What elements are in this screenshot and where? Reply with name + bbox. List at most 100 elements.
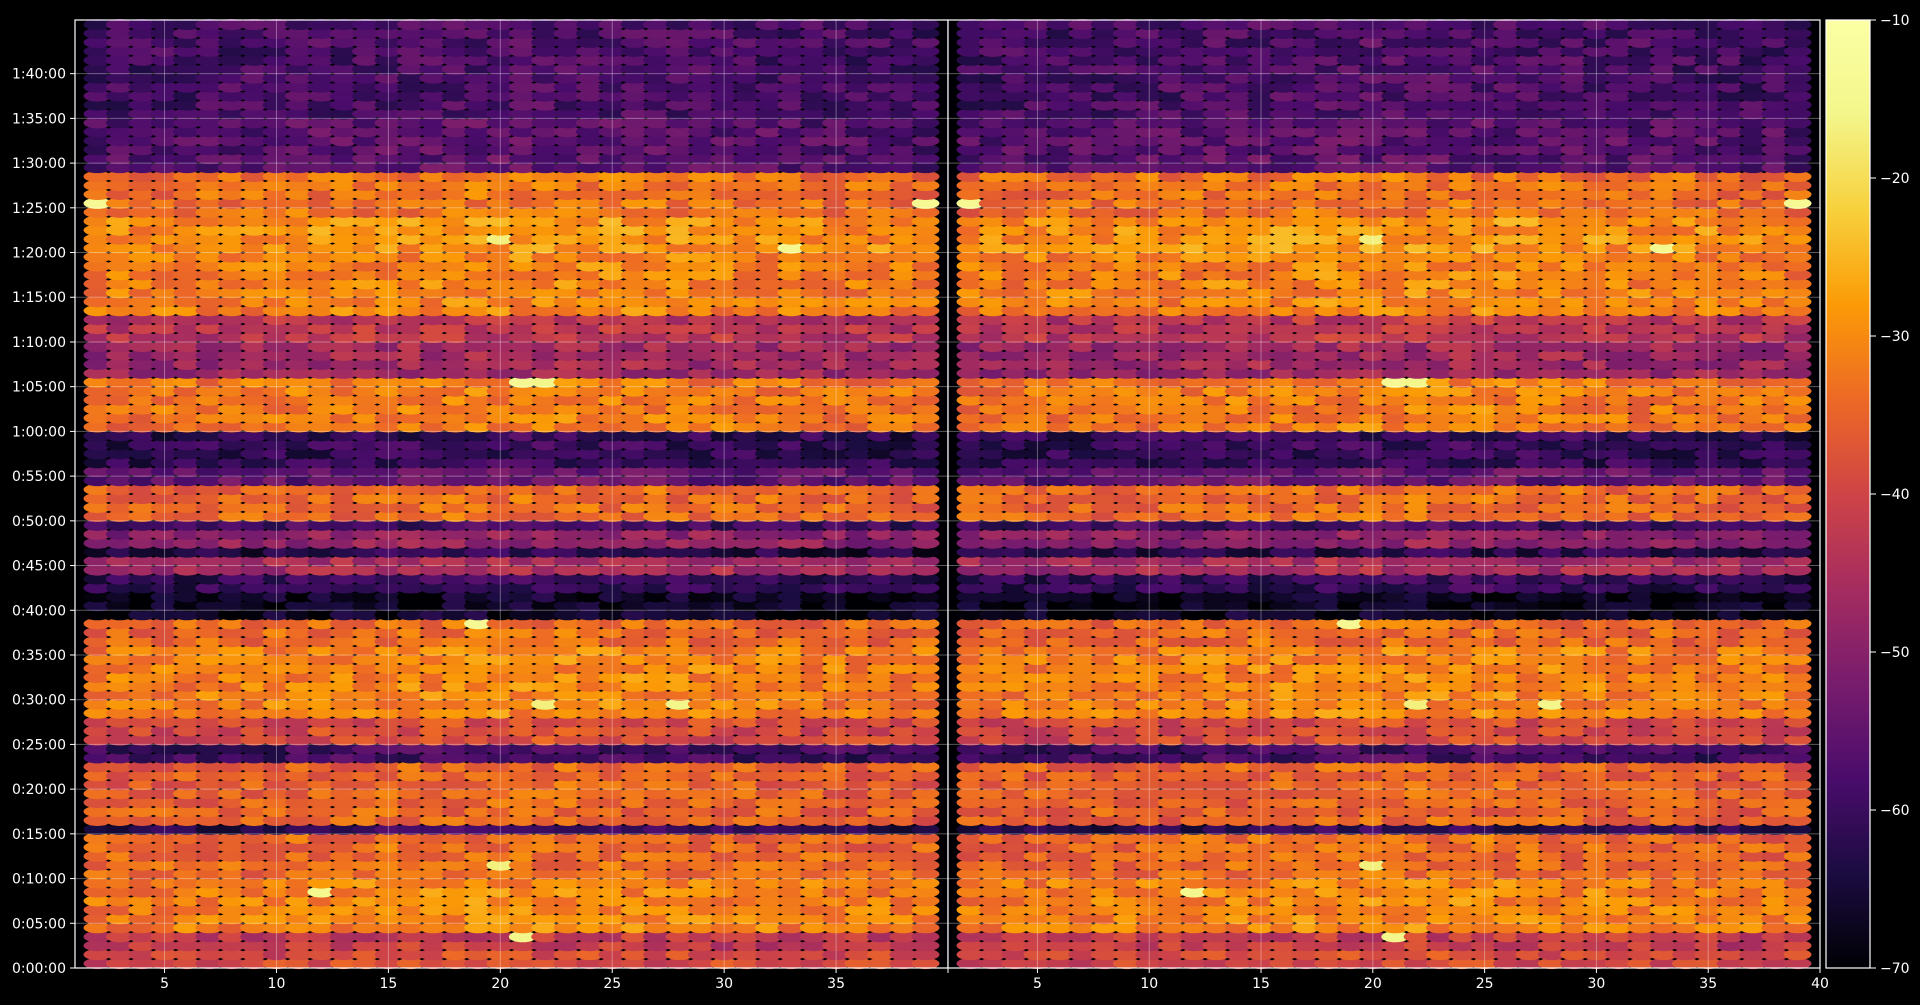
heatmap-cell: [665, 904, 694, 916]
heatmap-cell: [665, 770, 694, 782]
heatmap-cell: [396, 823, 425, 835]
heatmap-cell: [710, 931, 739, 943]
heatmap-cell: [441, 788, 470, 800]
heatmap-cell: [128, 752, 157, 764]
heatmap-cell: [620, 850, 649, 862]
heatmap-cell: [307, 761, 336, 773]
heatmap-cell: [396, 949, 425, 961]
heatmap-cell: [329, 913, 358, 925]
heatmap-cell: [889, 805, 918, 818]
heatmap-cell: [441, 823, 470, 835]
heatmap-cell: [240, 895, 268, 907]
heatmap-cell: [83, 868, 112, 880]
heatmap-cell: [83, 931, 112, 943]
heatmap-cell: [419, 957, 448, 970]
heatmap-cell: [575, 841, 604, 853]
heatmap-cell: [419, 877, 448, 889]
heatmap-cell: [105, 957, 134, 970]
heatmap-cell: [396, 868, 425, 880]
heatmap-cell: [687, 823, 716, 835]
heatmap-cell: [665, 886, 694, 898]
heatmap-cell: [508, 761, 537, 773]
heatmap-cell: [687, 868, 716, 880]
heatmap-cell: [150, 850, 179, 862]
heatmap-cell: [911, 922, 940, 934]
heatmap-cell: [486, 841, 515, 853]
heatmap-cell: [620, 886, 649, 898]
heatmap-cell: [105, 805, 134, 818]
heatmap-cell: [822, 886, 850, 898]
heatmap-cell: [240, 931, 268, 943]
heatmap-cell: [284, 868, 313, 880]
heatmap-cell: [844, 770, 873, 782]
heatmap-cell: [553, 788, 582, 800]
heatmap-cell: [374, 859, 403, 871]
heatmap-cell: [598, 814, 627, 826]
heatmap-cell: [799, 931, 828, 943]
heatmap-cell: [419, 922, 448, 934]
heatmap-cell: [755, 886, 783, 898]
heatmap-cell: [575, 940, 604, 952]
heatmap-cell: [553, 877, 582, 889]
heatmap-cell: [128, 805, 157, 818]
heatmap-cell: [844, 761, 873, 773]
heatmap-cell: [441, 859, 470, 871]
heatmap-cell: [799, 904, 828, 916]
heatmap-cell: [464, 788, 492, 800]
heatmap-cell: [911, 752, 940, 764]
heatmap-cell: [755, 779, 783, 791]
heatmap-cell: [262, 797, 291, 809]
heatmap-cell: [329, 761, 358, 773]
heatmap-cell: [217, 868, 246, 880]
heatmap-cell: [889, 752, 918, 764]
heatmap-cell: [284, 957, 313, 970]
heatmap-cell: [732, 761, 761, 773]
heatmap-cell: [643, 895, 671, 907]
heatmap-cell: [553, 940, 582, 952]
heatmap-cell: [598, 859, 627, 871]
heatmap-cell: [284, 904, 313, 916]
heatmap-cell: [553, 904, 582, 916]
heatmap-cell: [777, 868, 806, 880]
heatmap-cell: [665, 949, 694, 961]
heatmap-cell: [755, 922, 783, 934]
heatmap-cell: [374, 814, 403, 826]
heatmap-cell: [307, 841, 336, 853]
heatmap-cell: [150, 770, 179, 782]
heatmap-cell: [441, 895, 470, 907]
heatmap-cell: [105, 859, 134, 871]
heatmap-cell: [83, 797, 112, 809]
heatmap-cell: [262, 752, 291, 764]
heatmap-cell: [866, 949, 895, 961]
heatmap-cell: [732, 904, 761, 916]
heatmap-cell: [822, 895, 850, 907]
heatmap-cell: [643, 805, 671, 818]
heatmap-cell: [889, 957, 918, 970]
heatmap-cell: [173, 957, 201, 970]
heatmap-cell: [665, 797, 694, 809]
heatmap-cell: [553, 957, 582, 970]
heatmap-cell: [508, 886, 537, 898]
heatmap-cell: [799, 957, 828, 970]
heatmap-cell: [508, 940, 537, 952]
heatmap-cell: [755, 832, 783, 844]
heatmap-cell: [665, 841, 694, 853]
heatmap-cell: [240, 940, 268, 952]
heatmap-cell: [195, 832, 224, 844]
heatmap-cell: [441, 841, 470, 853]
heatmap-cell: [799, 913, 828, 925]
heatmap-cell: [83, 779, 112, 791]
heatmap-cell: [105, 850, 134, 862]
heatmap-cell: [911, 832, 940, 844]
heatmap-cell: [352, 761, 380, 773]
heatmap-cell: [329, 940, 358, 952]
heatmap-cell: [777, 922, 806, 934]
heatmap-cell: [911, 940, 940, 952]
heatmap-cell: [441, 949, 470, 961]
heatmap-panel-right: [947, 18, 1821, 970]
heatmap-cell: [822, 823, 850, 835]
heatmap-cell: [575, 832, 604, 844]
heatmap-cell: [464, 841, 492, 853]
heatmap-cell: [83, 743, 112, 755]
heatmap-cell: [329, 859, 358, 871]
